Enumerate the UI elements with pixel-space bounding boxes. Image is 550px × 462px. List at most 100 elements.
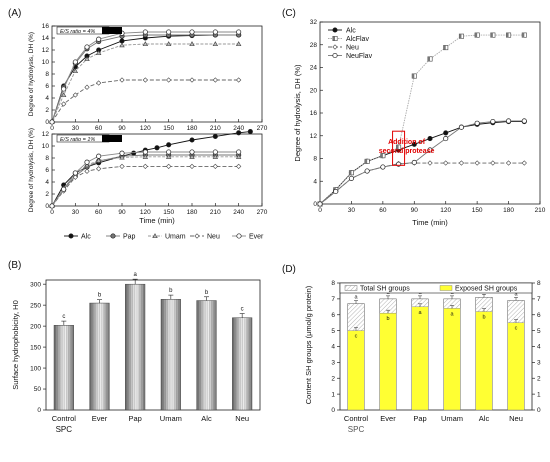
category-label-ever: Ever [92, 414, 108, 423]
x-tick-label: 210 [210, 209, 221, 216]
legend: Alc Pap Umam Neu Ever [64, 233, 264, 241]
legend-marker-alc [332, 27, 338, 33]
category-label-alc: Alc [201, 414, 212, 423]
data-point-neu [427, 160, 433, 166]
category-label-alc: Alc [479, 414, 490, 423]
category-label-ever: Ever [380, 414, 396, 423]
x-tick-label: 150 [163, 125, 174, 132]
category-label-control: Control [344, 414, 369, 423]
legend-marker-alc [68, 233, 74, 239]
data-point-neu [505, 160, 512, 166]
data-point-neu [189, 163, 195, 170]
letter-exposed: b [386, 316, 389, 322]
legend-label-neu: Neu [207, 234, 220, 241]
y-tick-label: 16 [42, 23, 50, 30]
legend-label-exposed: Exposed SH groups [455, 286, 518, 293]
y-axis-label: Degree of hydrolysis, DH (%) [28, 32, 35, 116]
y-tick-label: 0 [313, 201, 317, 208]
letter-total: a [354, 295, 358, 301]
data-point-alc [247, 129, 253, 135]
y-tick-label: 8 [45, 155, 49, 162]
y-tick-label: 10 [42, 59, 50, 66]
data-point-ever [96, 153, 102, 159]
data-point-neu [119, 163, 125, 170]
data-point-neuflav [490, 118, 496, 125]
x-axis-label: Time (min) [412, 218, 448, 227]
line-chart-C: 0 4 8 12 16 20 24 28 32 0 30 60 90 120 150 180 210 (C) Deg… [282, 8, 546, 227]
data-point-umam [72, 68, 79, 74]
data-point-alcflav-half [474, 32, 478, 38]
data-point-umam [212, 153, 219, 159]
y-tick-label: 24 [310, 65, 318, 72]
x-tick-label: 240 [233, 125, 244, 132]
data-point-neuflav [317, 201, 323, 207]
data-point-umam [119, 154, 125, 160]
bar-stripes [161, 299, 181, 410]
data-point-neu [84, 84, 90, 90]
y-tick-label-right: 1 [537, 391, 541, 398]
y-tick-label: 6 [45, 83, 49, 90]
data-point-neuflav [521, 118, 527, 124]
x-tick-label: 150 [163, 209, 174, 216]
legend-swatch-exposed [439, 285, 453, 291]
data-point-neu [212, 77, 218, 83]
x-tick-label: 180 [503, 207, 514, 214]
y-tick-label-right: 2 [537, 375, 541, 382]
data-point-alcflav-half [490, 32, 493, 38]
data-point-neuflav [427, 147, 433, 153]
legend: Total SH groups Exposed SH groups [339, 282, 533, 294]
data-point-ever [119, 150, 125, 156]
x-tick-label: 30 [72, 209, 80, 216]
x-tick-label: 120 [140, 125, 151, 132]
category-label-control: Control [52, 414, 77, 423]
data-point-umam [60, 92, 67, 98]
x-tick-label: 180 [187, 209, 198, 216]
data-point-ever [96, 36, 102, 42]
data-point-ever [166, 29, 172, 35]
y-tick-label-right: 0 [537, 407, 541, 414]
x-tick-label: 30 [348, 207, 356, 214]
ratio-annotation: E/S ratio = 4% [60, 29, 95, 35]
data-point-neu [166, 163, 172, 170]
significance-letter: b [98, 293, 102, 299]
data-point-ever [61, 86, 67, 92]
data-point-neu [236, 163, 242, 170]
data-point-alcflav-half [396, 144, 399, 150]
spc-subcaption: SPC [56, 425, 73, 434]
data-point-alcflav-half [349, 170, 352, 175]
x-tick-label: 210 [210, 125, 221, 132]
ratio-box-fill [102, 27, 122, 34]
x-tick-label: 120 [440, 207, 451, 214]
letter-exposed: c [355, 334, 358, 340]
data-point-umam [212, 41, 219, 47]
x-tick-label: 90 [411, 207, 419, 214]
y-tick-label: 5 [331, 328, 335, 335]
bar-stripes [89, 303, 110, 410]
category-label-pap: Pap [128, 414, 141, 423]
y-tick-label: 150 [30, 344, 41, 351]
x-tick-label: 60 [379, 207, 387, 214]
y-tick-label-right: 6 [537, 312, 541, 319]
y-tick-label: 4 [45, 179, 49, 186]
x-tick-label: 120 [140, 209, 151, 216]
y-tick-label: 0 [45, 119, 49, 126]
data-point-alc [189, 137, 195, 143]
letter-exposed: a [418, 310, 422, 316]
y-tick-label: 100 [30, 365, 41, 372]
data-point-alcflav-half [380, 153, 383, 158]
legend-label-alc: Alc [346, 28, 356, 35]
x-tick-label: 30 [72, 125, 80, 132]
legend-label-alc: Alc [81, 234, 91, 241]
data-point-neuflav [333, 188, 339, 195]
series-line-ever [51, 151, 239, 207]
data-point-alc [131, 150, 137, 156]
y-tick-label: 6 [45, 167, 49, 174]
data-point-neu [142, 163, 148, 170]
data-point-ever [72, 170, 78, 176]
data-point-neuflav [348, 175, 354, 181]
x-tick-label: 270 [257, 125, 268, 132]
bar-exposed-alc [475, 311, 493, 411]
data-point-umam [95, 50, 102, 56]
series-line-neuflav [319, 120, 525, 205]
